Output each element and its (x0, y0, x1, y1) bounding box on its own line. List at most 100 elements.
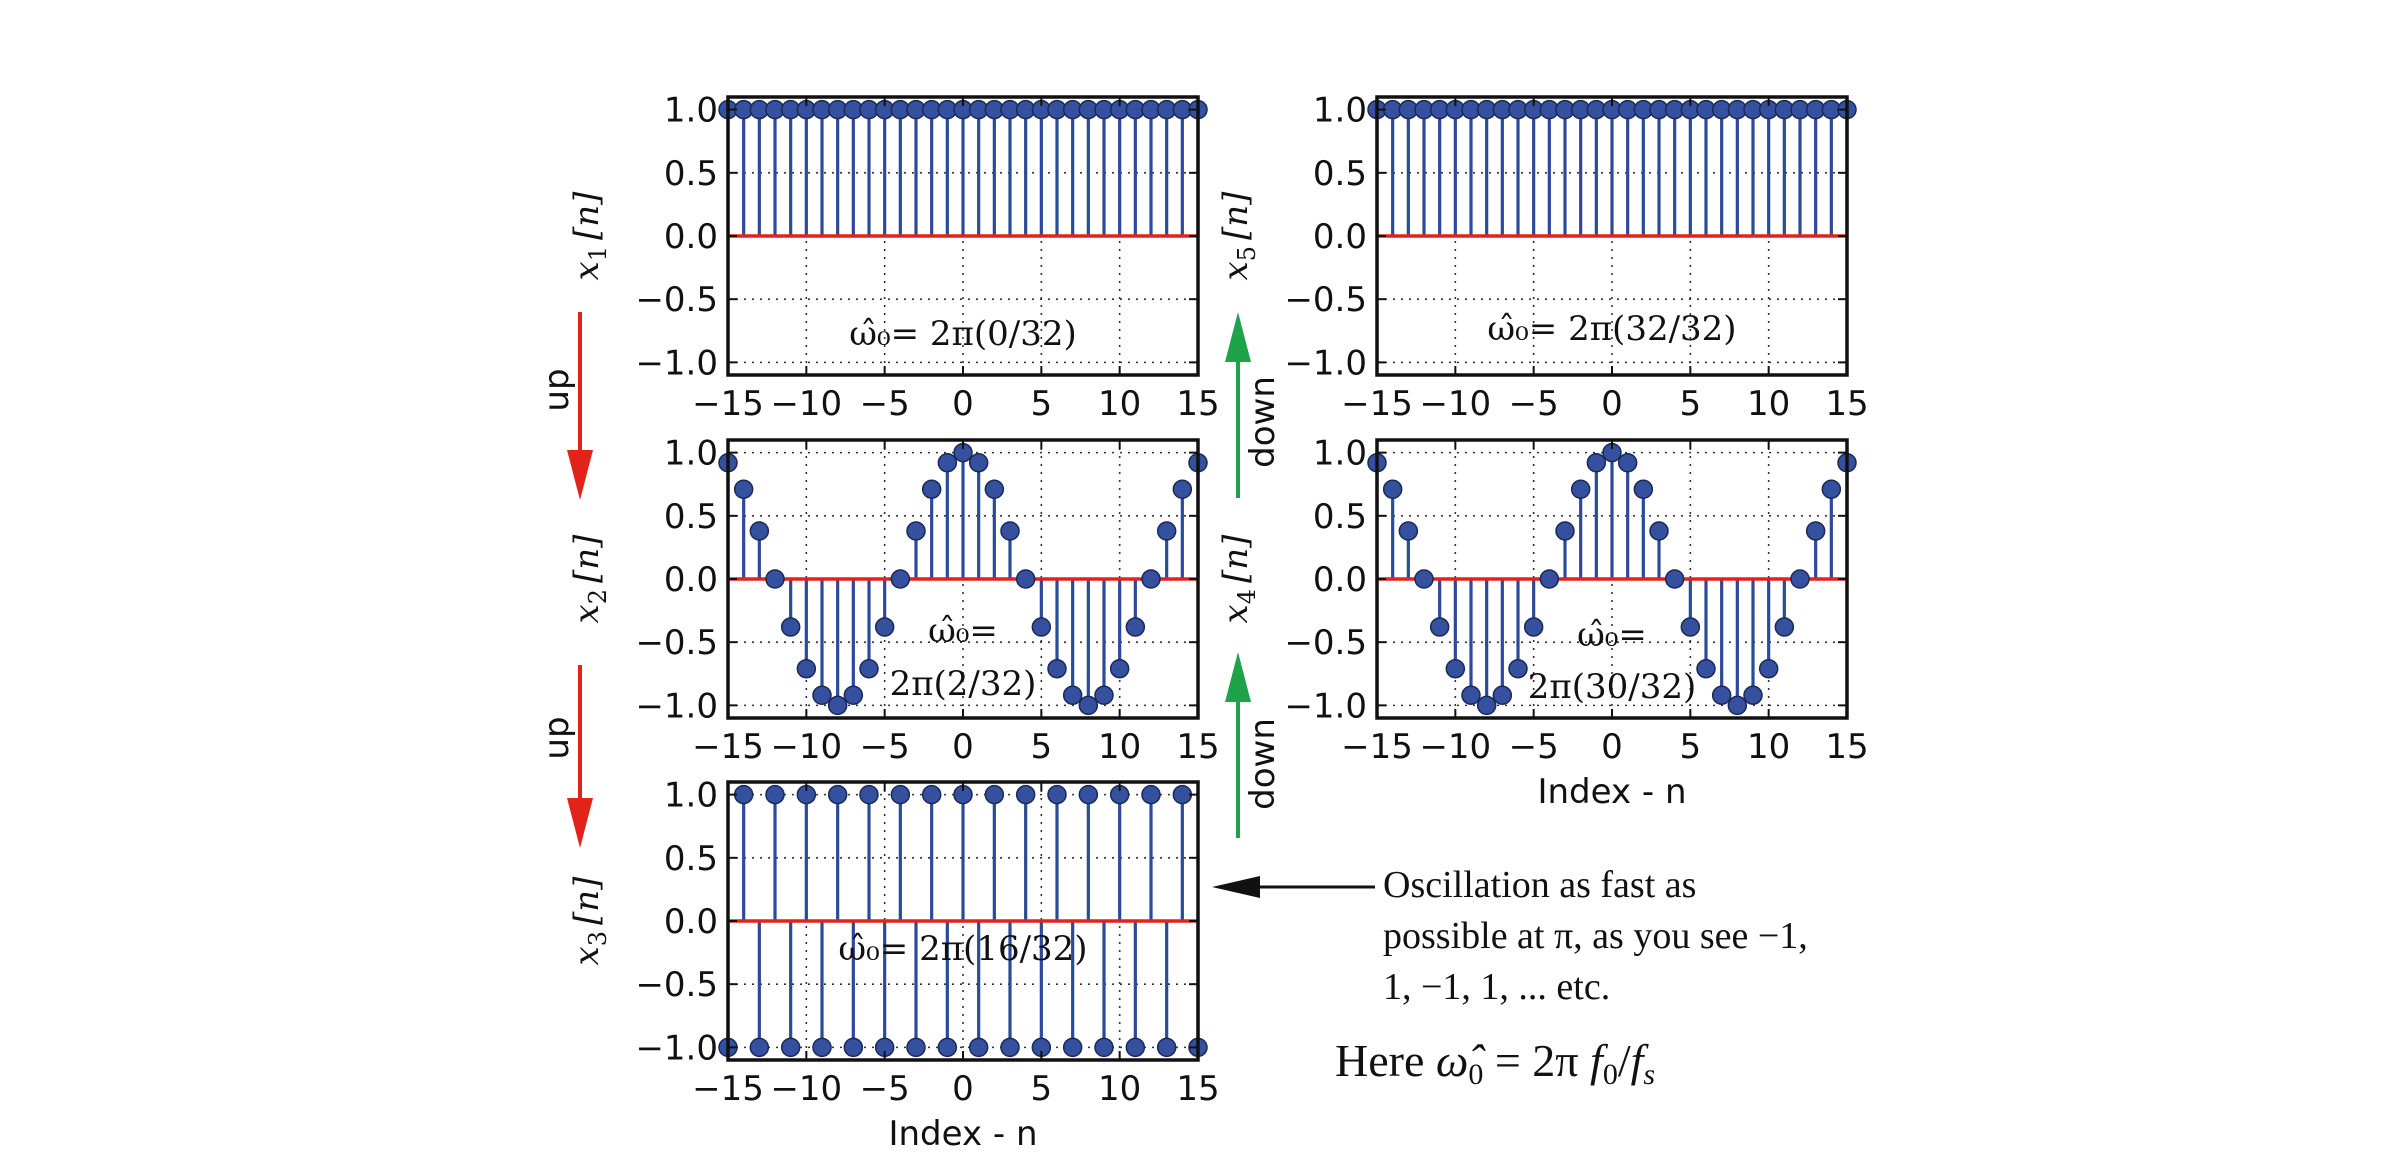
x-tick-label: 15 (1176, 727, 1219, 767)
stem-marker (1758, 658, 1779, 679)
x-tick-label: 5 (1031, 1069, 1053, 1109)
stem-marker (827, 784, 848, 805)
y-tick-label: −0.5 (1284, 280, 1367, 320)
y-axis-label-sub: 3 (584, 931, 612, 946)
y-tick-label: 0.5 (664, 154, 718, 194)
y-axis-label: x5 [n] (1216, 191, 1261, 281)
y-tick-label: −1.0 (1284, 686, 1367, 726)
x-tick-label: 15 (1176, 384, 1219, 424)
stem-marker (843, 1037, 864, 1058)
stem-marker (749, 1037, 770, 1058)
y-axis-label-arg: [n] (567, 534, 607, 583)
y-axis-label-sub: 2 (584, 589, 612, 604)
formula-prefix: Here (1335, 1035, 1436, 1086)
stem-marker (812, 1037, 832, 1058)
y-axis-label-x: x (567, 946, 607, 965)
formula-equals: = 2π (1483, 1035, 1590, 1086)
formula: Here ω̂0 = 2π f0/fs (1335, 1035, 1655, 1091)
x-tick-label: 0 (952, 1069, 974, 1109)
stem-marker (968, 1037, 989, 1058)
y-tick-label: 0.5 (1313, 154, 1367, 194)
stem-marker (1156, 1037, 1177, 1058)
stem-marker (1125, 617, 1146, 637)
stem-marker (874, 617, 895, 637)
stem-marker (859, 658, 879, 679)
stem-marker (733, 479, 754, 500)
x-tick-label: −5 (1509, 384, 1559, 424)
x-tick-label: −5 (860, 727, 910, 767)
y-tick-label: 0.5 (664, 497, 718, 537)
y-tick-label: 1.0 (1313, 91, 1367, 131)
x-tick-label: −15 (1341, 384, 1413, 424)
stem-marker (1774, 617, 1795, 637)
down-arrow-2-head (1225, 652, 1251, 702)
x-tick-label: 10 (1098, 727, 1141, 767)
stem-marker (1015, 784, 1036, 805)
stem-marker (1094, 685, 1114, 706)
y-tick-label: 1.0 (664, 776, 718, 816)
stem-marker (984, 479, 1005, 500)
omega-annotation: ω̂₀= (1577, 615, 1647, 655)
down-arrow-1: down (1225, 312, 1283, 498)
stem-marker (1617, 452, 1638, 473)
stem-marker (1492, 685, 1513, 706)
x-tick-label: −5 (1509, 727, 1559, 767)
x-tick-label: 0 (1601, 727, 1623, 767)
y-tick-label: 0.5 (664, 839, 718, 879)
stem-marker (921, 479, 942, 500)
formula-slash: / (1618, 1035, 1631, 1086)
up-arrow-2: up (537, 665, 593, 848)
stem-marker (921, 784, 942, 805)
note-line-3: 1, −1, 1, ... etc. (1383, 966, 1610, 1008)
panel-x3: −15 −10 −5 0 5 10 15 1.0 0.5 0.0 −0.5 −1.0 x3 [n] ω̂₀=… (567, 776, 1220, 1154)
stem-marker (1141, 569, 1161, 589)
stem-marker (780, 1037, 801, 1058)
x-tick-label: 5 (1031, 727, 1053, 767)
y-axis-label-arg: [n] (567, 876, 607, 925)
stem-marker (1000, 521, 1020, 541)
x-tick-label: 0 (1601, 384, 1623, 424)
stem-marker (1382, 479, 1403, 500)
note-line-1: Oscillation as fast as (1383, 864, 1696, 906)
y-axis-label-x: x (1216, 604, 1256, 623)
x-tick-label: 5 (1680, 727, 1702, 767)
x-tick-label: −15 (692, 384, 764, 424)
y-tick-label: −0.5 (635, 965, 718, 1005)
formula-f-sub: 0 (1603, 1058, 1618, 1091)
stem-marker (1398, 521, 1419, 541)
formula-fs-sub: s (1643, 1058, 1655, 1091)
down-arrow-2: down (1225, 652, 1283, 838)
stem-marker (1078, 695, 1099, 716)
y-axis-label-arg: [n] (1216, 534, 1256, 583)
x-tick-label: 5 (1680, 384, 1702, 424)
x-tick-label: 10 (1098, 384, 1141, 424)
stem-marker (1047, 658, 1067, 679)
down-label-2: down (1243, 718, 1283, 810)
y-tick-label: 0.5 (1313, 497, 1367, 537)
stem-marker (765, 569, 785, 589)
y-axis-label-sub: 5 (1233, 246, 1261, 261)
y-axis-label: x2 [n] (567, 534, 612, 624)
stem-marker (1414, 569, 1434, 589)
stem-marker (749, 521, 770, 541)
note-line-2: possible at π, as you see −1, (1383, 915, 1808, 957)
up-label-2: up (537, 716, 577, 759)
y-tick-label: 0.0 (1313, 217, 1367, 257)
x-tick-label: 15 (1825, 727, 1868, 767)
x-tick-label: −10 (1419, 727, 1491, 767)
x-tick-label: −5 (860, 1069, 910, 1109)
stem-marker (796, 658, 817, 679)
stem-marker (1727, 695, 1748, 716)
y-tick-label: −0.5 (635, 623, 718, 663)
x-tick-label: −10 (770, 384, 842, 424)
stem-marker (1743, 685, 1763, 706)
stem-marker (1125, 1037, 1146, 1058)
x-axis-label: Index - n (1537, 772, 1686, 812)
stem-marker (1790, 569, 1810, 589)
y-tick-label: 0.0 (664, 217, 718, 257)
formula-omega-sub: 0 (1468, 1058, 1483, 1091)
y-axis-label-sub: 1 (584, 246, 612, 261)
stem-marker (765, 784, 785, 805)
x-tick-label: −15 (1341, 727, 1413, 767)
